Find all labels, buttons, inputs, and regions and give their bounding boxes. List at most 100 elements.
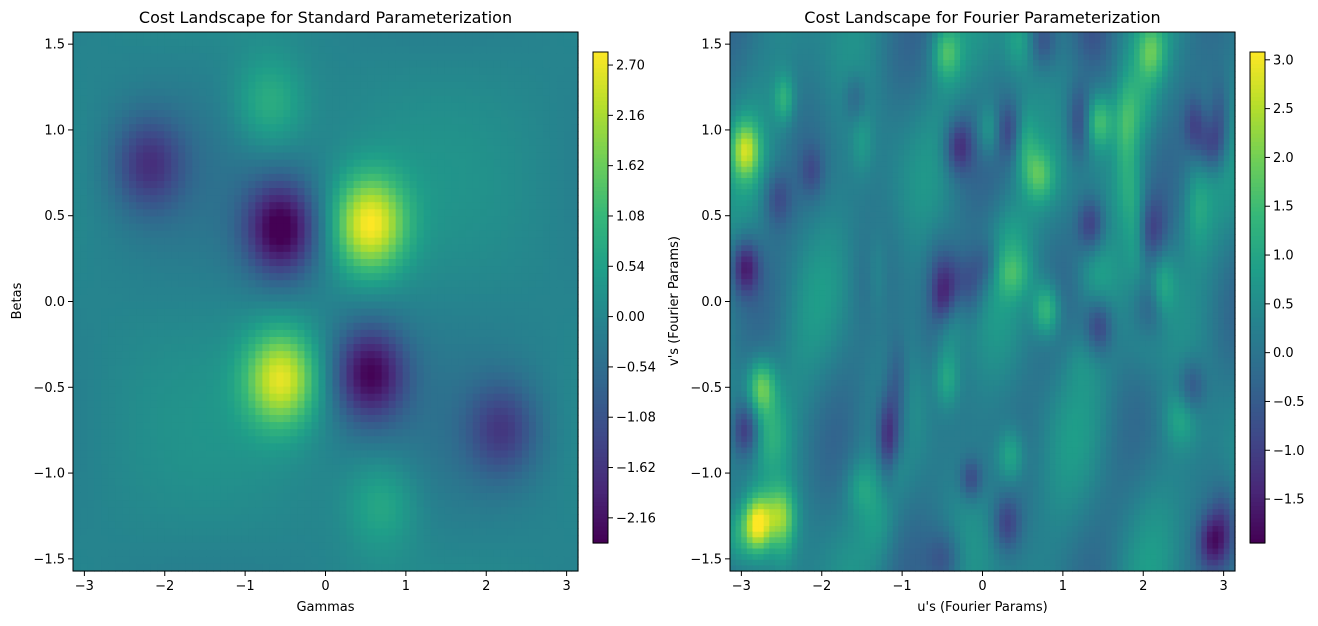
heatmap-cell (382, 160, 390, 168)
heatmap-cell (494, 82, 502, 90)
heatmap-cell (473, 216, 481, 224)
heatmap-cell (564, 238, 572, 246)
heatmap-cell (94, 323, 102, 331)
heatmap-cell (234, 60, 242, 68)
heatmap-cell (311, 415, 319, 423)
heatmap-cell (529, 53, 537, 61)
heatmap-cell (143, 401, 151, 409)
heatmap-cell (255, 103, 263, 111)
heatmap-cell (178, 472, 186, 480)
heatmap-cell (417, 195, 425, 203)
heatmap-cell (382, 380, 390, 388)
heatmap-cell (269, 117, 277, 125)
heatmap-cell (136, 231, 144, 239)
heatmap-cell (424, 138, 432, 146)
heatmap-cell (234, 188, 242, 196)
heatmap-cell (487, 60, 495, 68)
heatmap-cell (213, 372, 221, 380)
heatmap-cell (403, 60, 411, 68)
heatmap-cell (410, 358, 418, 366)
heatmap-cell (571, 32, 579, 40)
heatmap-cell (340, 60, 348, 68)
heatmap-cell (340, 67, 348, 75)
heatmap-cell (241, 75, 249, 83)
heatmap-cell (143, 521, 151, 529)
heatmap-cell (466, 209, 474, 217)
heatmap-cell (410, 89, 418, 97)
heatmap-cell (522, 465, 530, 473)
heatmap-cell (164, 216, 172, 224)
heatmap-cell (459, 153, 467, 161)
heatmap-cell (431, 131, 439, 139)
heatmap-cell (508, 231, 516, 239)
heatmap-cell (80, 521, 88, 529)
heatmap-cell (326, 223, 334, 231)
heatmap-cell (297, 117, 305, 125)
heatmap-cell (150, 365, 158, 373)
heatmap-cell (248, 358, 256, 366)
heatmap-cell (494, 436, 502, 444)
heatmap-cell (269, 110, 277, 118)
heatmap-cell (361, 60, 369, 68)
heatmap-cell (220, 252, 228, 260)
heatmap-cell (557, 174, 565, 182)
heatmap-cell (248, 479, 256, 487)
heatmap-cell (108, 238, 116, 246)
heatmap-cell (164, 96, 172, 104)
heatmap-cell (543, 153, 551, 161)
heatmap-cell (571, 39, 579, 47)
heatmap-cell (80, 316, 88, 324)
heatmap-cell (494, 514, 502, 522)
heatmap-cell (522, 266, 530, 274)
heatmap-cell (164, 458, 172, 466)
heatmap-cell (248, 266, 256, 274)
heatmap-cell (564, 216, 572, 224)
heatmap-cell (290, 82, 298, 90)
heatmap-cell (283, 450, 291, 458)
heatmap-cell (87, 39, 95, 47)
heatmap-cell (248, 110, 256, 118)
heatmap-cell (417, 46, 425, 54)
heatmap-cell (375, 344, 383, 352)
heatmap-cell (227, 39, 235, 47)
heatmap-cell (543, 302, 551, 310)
heatmap-cell (248, 39, 256, 47)
heatmap-cell (557, 138, 565, 146)
heatmap-cell (508, 302, 516, 310)
heatmap-cell (564, 337, 572, 345)
heatmap-cell (403, 131, 411, 139)
heatmap-cell (466, 458, 474, 466)
heatmap-cell (101, 330, 109, 338)
heatmap-cell (304, 479, 312, 487)
heatmap-cell (304, 153, 312, 161)
heatmap-cell (136, 188, 144, 196)
heatmap-cell (262, 294, 270, 302)
heatmap-cell (424, 238, 432, 246)
heatmap-cell (318, 479, 326, 487)
heatmap-cell (536, 245, 544, 253)
heatmap-cell (80, 465, 88, 473)
heatmap-cell (536, 365, 544, 373)
heatmap-cell (248, 521, 256, 529)
heatmap-cell (276, 450, 284, 458)
heatmap-cell (508, 188, 516, 196)
heatmap-cell (129, 266, 137, 274)
heatmap-cell (361, 67, 369, 75)
heatmap-cell (213, 330, 221, 338)
heatmap-cell (115, 188, 123, 196)
heatmap-cell (550, 415, 558, 423)
heatmap-cell (368, 450, 376, 458)
heatmap-cell (571, 458, 579, 466)
heatmap-cell (403, 507, 411, 515)
heatmap-cell (178, 181, 186, 189)
heatmap-cell (227, 479, 235, 487)
heatmap-cell (529, 75, 537, 83)
heatmap-cell (101, 39, 109, 47)
heatmap-cell (269, 507, 277, 515)
heatmap-cell (262, 53, 270, 61)
heatmap-cell (417, 514, 425, 522)
heatmap-cell (340, 450, 348, 458)
heatmap-cell (445, 75, 453, 83)
heatmap-cell (326, 117, 334, 125)
heatmap-cell (466, 309, 474, 317)
